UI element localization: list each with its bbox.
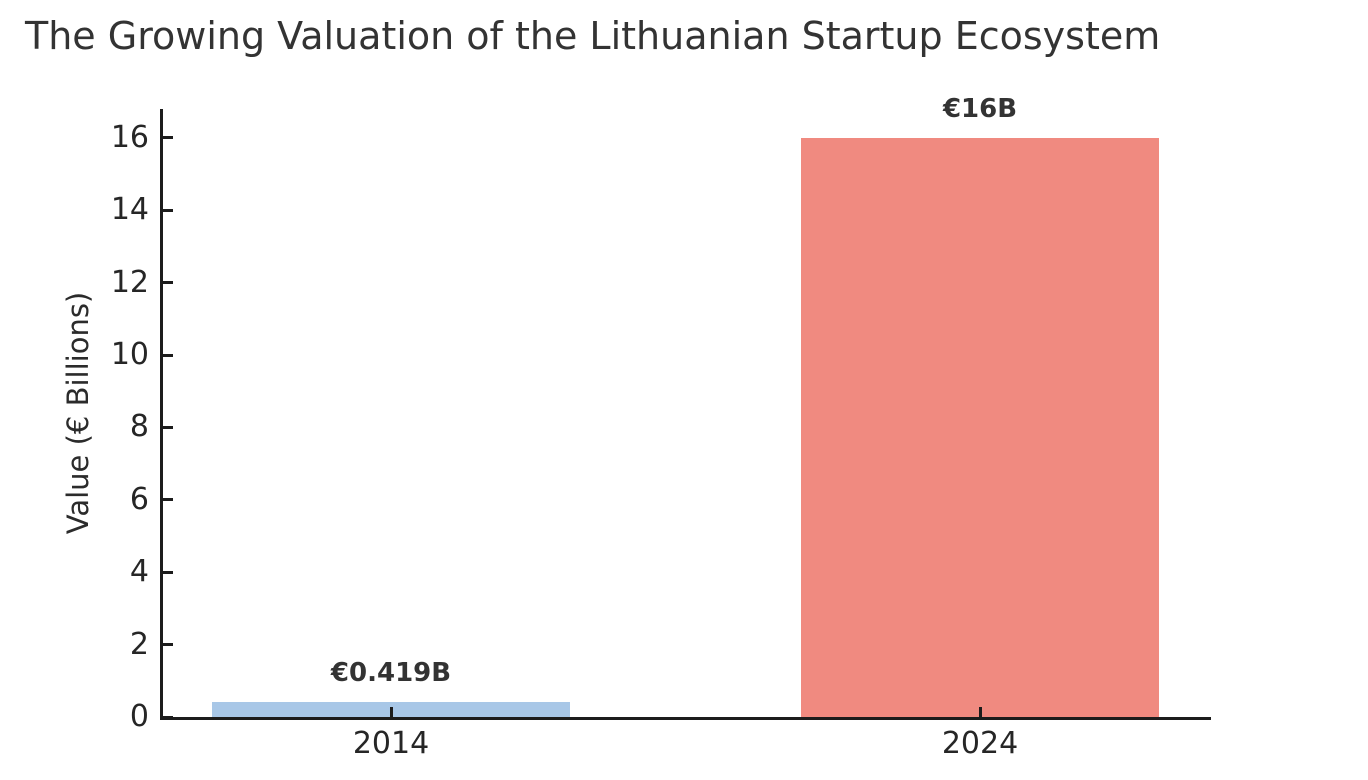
bar-2024 — [801, 138, 1159, 717]
x-tick-mark — [978, 707, 982, 717]
y-tick-mark — [163, 498, 173, 502]
x-tick-label-2024: 2024 — [941, 726, 1019, 761]
y-tick-label: 4 — [129, 554, 149, 590]
y-tick-label: 6 — [129, 481, 149, 517]
bar-value-label-2024: €16B — [942, 94, 1018, 124]
y-tick-mark — [163, 353, 173, 357]
bar-value-label-2014: €0.419B — [330, 658, 452, 688]
chart-title: The Growing Valuation of the Lithuanian … — [25, 14, 1161, 58]
y-tick-mark — [163, 208, 173, 212]
y-tick-mark — [163, 715, 173, 719]
y-tick-mark — [163, 136, 173, 140]
x-tick-label-2014: 2014 — [352, 726, 430, 761]
y-tick-mark — [163, 281, 173, 285]
y-tick-label: 10 — [110, 337, 149, 373]
y-axis-label: Value (€ Billions) — [61, 291, 95, 535]
y-tick-label: 8 — [129, 409, 149, 445]
y-tick-label: 2 — [129, 626, 149, 662]
x-tick-mark — [389, 707, 393, 717]
y-tick-label: 14 — [110, 192, 149, 228]
y-tick-mark — [163, 643, 173, 647]
y-tick-mark — [163, 425, 173, 429]
y-tick-label: 0 — [129, 699, 149, 734]
y-tick-label: 12 — [110, 264, 149, 300]
plot-area: €0.419B €16B 0 2 4 6 8 10 12 14 16 2014 2024 — [111, 94, 1211, 761]
y-tick-mark — [163, 570, 173, 574]
y-tick-label: 16 — [110, 119, 149, 155]
